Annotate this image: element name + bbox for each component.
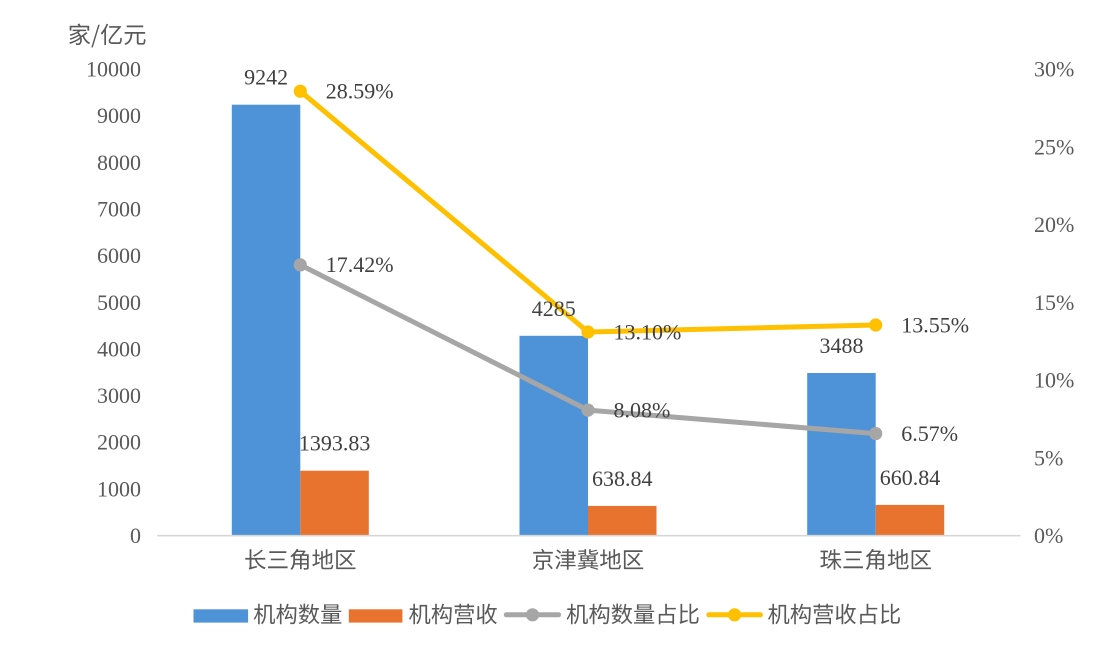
svg-text:660.84: 660.84 [880,465,941,490]
svg-text:3000: 3000 [97,383,141,408]
svg-text:0: 0 [130,523,141,548]
svg-text:5%: 5% [1034,445,1063,470]
svg-text:0%: 0% [1034,523,1063,548]
svg-text:2000: 2000 [97,430,141,455]
svg-text:4000: 4000 [97,336,141,361]
svg-text:3488: 3488 [820,333,864,358]
svg-text:13.55%: 13.55% [901,312,969,337]
svg-text:9000: 9000 [97,103,141,128]
svg-text:13.10%: 13.10% [614,319,682,344]
svg-text:638.84: 638.84 [592,466,653,491]
svg-text:6.57%: 6.57% [901,421,958,446]
svg-text:17.42%: 17.42% [326,252,394,277]
svg-text:25%: 25% [1034,134,1074,159]
svg-text:6000: 6000 [97,243,141,268]
svg-text:20%: 20% [1034,212,1074,237]
svg-text:9242: 9242 [244,65,288,90]
svg-text:5000: 5000 [97,290,141,315]
svg-text:10%: 10% [1034,368,1074,393]
svg-text:28.59%: 28.59% [326,79,394,104]
svg-text:4285: 4285 [532,296,576,321]
svg-text:8000: 8000 [97,150,141,175]
svg-text:1393.83: 1393.83 [299,431,371,456]
svg-text:30%: 30% [1034,57,1074,82]
svg-text:8.08%: 8.08% [614,397,671,422]
svg-text:10000: 10000 [86,57,141,82]
svg-text:7000: 7000 [97,197,141,222]
svg-text:15%: 15% [1034,290,1074,315]
svg-text:1000: 1000 [97,476,141,501]
